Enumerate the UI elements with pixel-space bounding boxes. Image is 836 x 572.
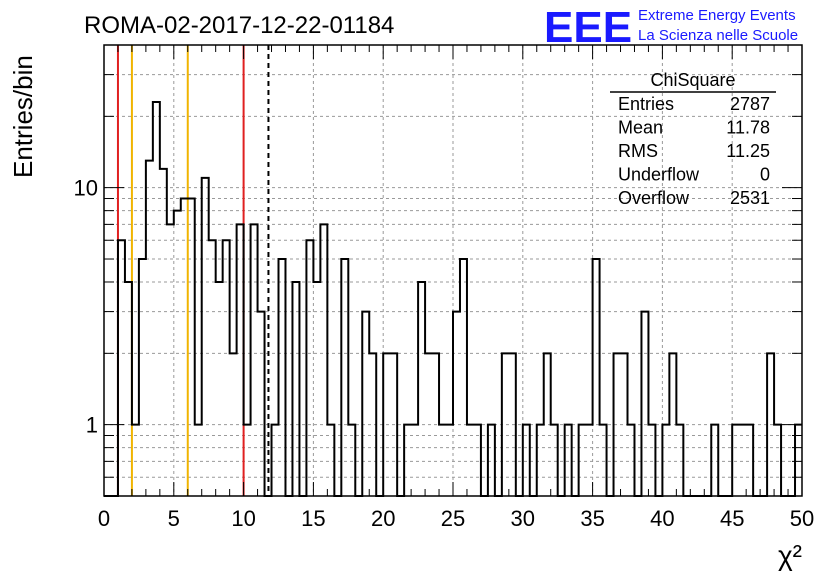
stats-row-value: 11.25: [726, 141, 770, 161]
stats-rows: Entries 2787 Mean 11.78 RMS 11.25 Underflow 0 Ov…: [618, 94, 770, 208]
stats-row-label: RMS: [618, 141, 658, 161]
x-tick-label: 10: [231, 506, 255, 531]
stats-row-label: Mean: [618, 118, 663, 138]
stats-row-label: Entries: [618, 94, 674, 114]
stats-row-value: 2787: [730, 94, 770, 114]
y-tick-labels: 1 10: [74, 176, 98, 438]
stats-row-value: 0: [760, 165, 770, 185]
stats-row-value: 11.78: [726, 118, 770, 138]
x-tick-label: 50: [790, 506, 814, 531]
stats-row-value: 2531: [730, 188, 770, 208]
reference-lines: [116, 45, 270, 496]
x-tick-label: 20: [371, 506, 395, 531]
x-tick-label: 35: [580, 506, 604, 531]
y-tick-label: 10: [74, 176, 98, 201]
x-tick-labels: 0 5 10 15 20 25 30 35 40 45 50: [98, 506, 814, 531]
x-tick-label: 40: [650, 506, 674, 531]
x-tick-label: 45: [720, 506, 744, 531]
logo-eee-text: EEE: [544, 3, 632, 52]
x-tick-label: 30: [511, 506, 535, 531]
y-tick-label: 1: [86, 413, 98, 438]
x-tick-label: 0: [98, 506, 110, 531]
y-axis-label: Entries/bin: [8, 55, 38, 178]
stats-row-label: Underflow: [618, 165, 700, 185]
stats-box: ChiSquare Entries 2787 Mean 11.78 RMS 11.25 Un…: [610, 70, 776, 208]
histogram-line: [104, 100, 802, 497]
x-tick-label: 5: [168, 506, 180, 531]
logo-line2: La Scienza nelle Scuole: [638, 27, 798, 44]
run-title: ROMA-02-2017-12-22-01184: [84, 12, 394, 39]
axes: [103, 44, 803, 497]
x-axis-label: χ²: [778, 540, 802, 571]
x-tick-label: 15: [301, 506, 325, 531]
grid: [104, 45, 802, 496]
stats-row-label: Overflow: [618, 188, 690, 208]
eee-logo: EEE Extreme Energy Events La Scienza nel…: [544, 3, 798, 52]
x-tick-label: 25: [441, 506, 465, 531]
stats-title: ChiSquare: [650, 70, 735, 90]
logo-line1: Extreme Energy Events: [638, 7, 796, 24]
